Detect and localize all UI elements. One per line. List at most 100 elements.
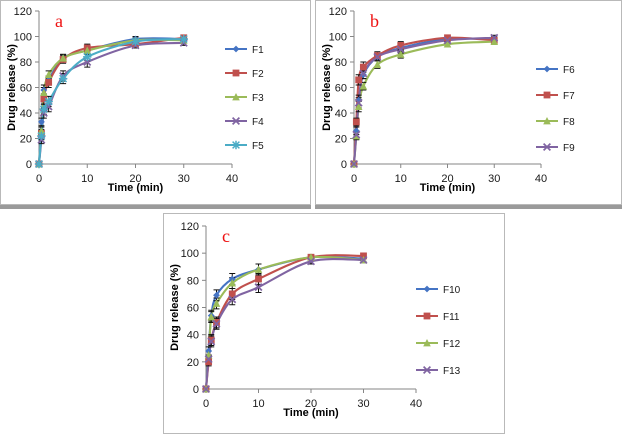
y-tick-label: 80 xyxy=(20,57,32,69)
data-point-triangle xyxy=(37,126,46,135)
data-point-diamond xyxy=(543,65,551,73)
data-point-triangle xyxy=(423,339,431,347)
data-point-square xyxy=(355,76,363,84)
x-tick-label: 40 xyxy=(226,173,238,185)
data-point-square xyxy=(205,358,213,366)
legend-label: F8 xyxy=(563,117,575,128)
data-point-triangle xyxy=(443,40,452,48)
data-point-asterisk xyxy=(131,37,140,46)
y-axis-title: Drug release (%) xyxy=(169,264,181,351)
data-point-square xyxy=(359,63,367,71)
y-tick-label: 100 xyxy=(329,32,347,44)
chart-panel-a: 0 20 40 60 80 100 120 0 10 20 30 40 Time (min) Drug r… xyxy=(0,0,311,205)
data-point-square xyxy=(444,34,451,42)
panel-separator-left xyxy=(0,205,311,209)
series-line-F12 xyxy=(204,255,365,391)
data-point-cross xyxy=(373,52,382,61)
data-point-diamond xyxy=(423,285,431,293)
x-tick-label: 30 xyxy=(357,398,369,410)
data-point-cross xyxy=(349,159,359,169)
legend-label: F9 xyxy=(563,143,575,154)
data-point-square xyxy=(232,69,240,77)
legend-label: F5 xyxy=(252,141,264,152)
x-tick-label: 10 xyxy=(81,173,93,185)
data-point-cross xyxy=(212,319,221,328)
y-tick-label: 60 xyxy=(335,83,347,95)
x-tick-label: 20 xyxy=(305,398,317,410)
plot-area-b: 0 20 40 60 80 100 120 0 10 20 30 40 Time (min) Drug r… xyxy=(316,1,621,204)
legend-item-F8[interactable]: F8 xyxy=(536,117,575,128)
data-point-asterisk xyxy=(179,34,188,44)
data-point-triangle xyxy=(396,50,405,58)
legend-item-F2[interactable]: F2 xyxy=(225,69,264,80)
data-point-cross xyxy=(490,33,499,42)
y-tick-label: 60 xyxy=(20,83,32,95)
y-axis-title: Drug release (%) xyxy=(6,44,18,131)
data-point-square xyxy=(352,118,360,126)
x-tick-label: 0 xyxy=(203,398,209,410)
data-point-cross xyxy=(359,255,368,264)
data-point-square xyxy=(543,91,551,99)
plot-area-a: 0 20 40 60 80 100 120 0 10 20 30 40 Time (min) Drug r… xyxy=(1,1,310,204)
x-tick-label: 20 xyxy=(129,173,141,185)
data-point-triangle xyxy=(212,299,221,307)
legend-item-F5[interactable]: F5 xyxy=(225,140,264,152)
x-tick-label: 0 xyxy=(36,173,42,185)
x-tick-label: 20 xyxy=(441,173,453,185)
legend-label: F12 xyxy=(443,339,461,350)
data-point-square xyxy=(255,275,262,283)
y-tick-label: 100 xyxy=(14,32,32,44)
panel-letter: b xyxy=(370,11,379,31)
x-axis-title: Time (min) xyxy=(283,407,339,419)
legend-item-F9[interactable]: F9 xyxy=(536,142,575,154)
y-tick-label: 0 xyxy=(193,384,199,396)
legend-label: F1 xyxy=(252,45,264,56)
legend-item-F7[interactable]: F7 xyxy=(536,91,575,102)
legend-item-F10[interactable]: F10 xyxy=(416,285,461,296)
legend-item-F6[interactable]: F6 xyxy=(536,65,575,76)
data-point-cross xyxy=(231,116,241,126)
x-tick-label: 0 xyxy=(351,173,357,185)
x-tick-label: 10 xyxy=(252,398,264,410)
legend-item-F12[interactable]: F12 xyxy=(416,339,461,350)
legend-label: F13 xyxy=(443,366,461,377)
data-point-diamond xyxy=(232,45,240,53)
data-point-asterisk xyxy=(37,131,46,141)
y-tick-label: 60 xyxy=(187,303,199,315)
data-point-triangle xyxy=(254,265,263,273)
x-axis-title: Time (min) xyxy=(108,182,164,194)
legend-item-F11[interactable]: F11 xyxy=(416,312,460,323)
y-tick-label: 20 xyxy=(335,134,347,146)
data-point-cross xyxy=(396,45,405,54)
data-point-diamond xyxy=(228,275,236,283)
legend-item-F4[interactable]: F4 xyxy=(225,116,264,128)
data-point-diamond xyxy=(38,118,45,126)
data-point-cross xyxy=(422,365,432,375)
data-point-triangle xyxy=(40,88,48,96)
data-point-triangle xyxy=(44,70,53,79)
legend-item-F13[interactable]: F13 xyxy=(416,365,461,377)
data-point-cross xyxy=(359,69,368,78)
data-point-triangle xyxy=(359,82,368,90)
data-point-square xyxy=(373,52,381,60)
data-point-asterisk xyxy=(39,104,49,114)
data-point-triangle xyxy=(354,102,363,111)
data-point-asterisk xyxy=(231,140,241,150)
legend-item-F3[interactable]: F3 xyxy=(225,93,264,104)
data-point-square xyxy=(228,290,236,298)
x-tick-label: 30 xyxy=(178,173,190,185)
data-point-asterisk xyxy=(44,97,53,106)
data-point-square xyxy=(423,312,431,320)
data-point-cross xyxy=(306,257,316,266)
data-point-asterisk xyxy=(83,52,92,62)
legend-item-F1[interactable]: F1 xyxy=(225,45,264,56)
data-point-cross xyxy=(201,384,211,394)
y-axis-title: Drug release (%) xyxy=(321,44,333,131)
data-point-cross xyxy=(542,142,552,152)
data-point-square xyxy=(207,336,215,344)
data-point-diamond xyxy=(205,347,213,355)
data-point-triangle xyxy=(228,279,237,287)
legend-label: F11 xyxy=(443,312,460,323)
data-point-square xyxy=(45,79,53,86)
